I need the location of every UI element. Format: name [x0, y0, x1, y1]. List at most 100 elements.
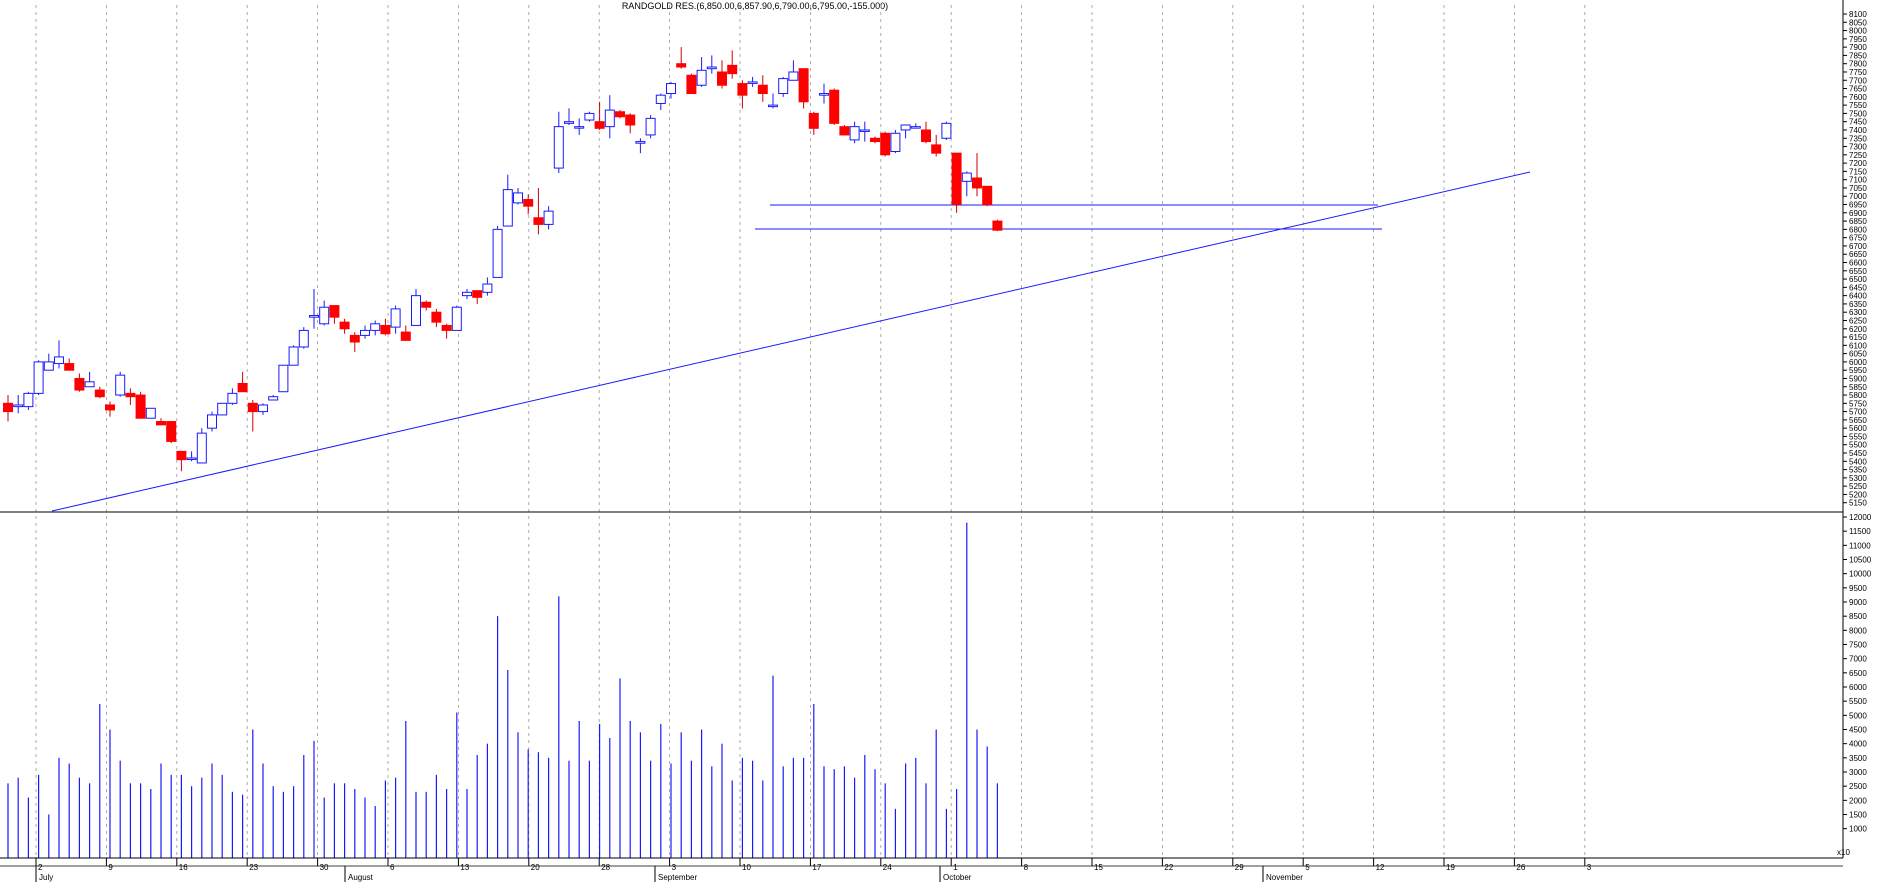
date-axis: 2 9 16 23 30 6 13 20 28 3 10 17 24 1 8 15 22 29 5 12 19 26 3Ju… [35, 858, 1592, 882]
candle-body [788, 71, 799, 81]
price-tick-label: 5200 [1849, 490, 1867, 499]
price-tick-label: 7800 [1849, 60, 1867, 69]
candle-body [156, 421, 166, 426]
candle-body [105, 404, 115, 411]
price-tick-label: 8000 [1849, 27, 1867, 36]
price-tick-label: 5600 [1849, 424, 1867, 433]
candle-body [666, 83, 676, 95]
x-tick-label: 29 [1235, 863, 1244, 872]
candle-body [523, 199, 534, 207]
candle-body [54, 356, 64, 365]
candle-body [686, 74, 697, 95]
price-tick-label: 6100 [1849, 341, 1867, 350]
candle-body [747, 81, 758, 84]
price-tick-label: 6550 [1849, 267, 1867, 276]
price-tick-label: 7850 [1849, 51, 1867, 60]
candle-body [941, 122, 952, 139]
candle-body [258, 404, 268, 413]
candle-body [931, 144, 942, 154]
month-label: September [658, 873, 697, 882]
x-tick-label: 22 [1164, 863, 1173, 872]
candle-body [462, 291, 472, 297]
candle-body [594, 121, 605, 129]
x-tick-label: 26 [1516, 863, 1525, 872]
candle-body [615, 111, 625, 118]
price-tick-label: 6250 [1849, 316, 1867, 325]
volume-tick-label: 3000 [1849, 768, 1867, 777]
candle-body [880, 132, 891, 156]
x-tick-label: 30 [320, 863, 329, 872]
candle-body [186, 457, 197, 460]
candle-body [645, 117, 656, 136]
volume-tick-label: 8000 [1849, 626, 1867, 635]
candle-body [115, 374, 126, 396]
price-tick-label: 7200 [1849, 159, 1867, 168]
price-tick-label: 7950 [1849, 35, 1867, 44]
volume-tick-label: 6500 [1849, 669, 1867, 678]
volume-tick-label: 7000 [1849, 655, 1867, 664]
candle-body [278, 364, 289, 393]
candle-body [421, 301, 432, 308]
candle-body [3, 402, 13, 413]
volume-tick-label: 9500 [1849, 584, 1867, 593]
price-tick-label: 7150 [1849, 167, 1867, 176]
volume-tick-label: 11500 [1849, 527, 1871, 536]
price-tick-label: 6300 [1849, 308, 1867, 317]
candle-body [625, 114, 636, 126]
volume-tick-label: 1500 [1849, 811, 1867, 820]
candle-body [655, 94, 666, 104]
candle-body [360, 329, 370, 336]
x-tick-label: 20 [531, 863, 540, 872]
volume-tick-label: 2500 [1849, 782, 1867, 791]
candle-body [84, 381, 95, 388]
price-tick-label: 7000 [1849, 192, 1867, 201]
candle-body [339, 321, 350, 330]
candle-body [553, 126, 564, 169]
candle-body [309, 315, 319, 318]
x-tick-label: 9 [108, 863, 113, 872]
price-tick-label: 5750 [1849, 399, 1867, 408]
price-tick-label: 7250 [1849, 151, 1867, 160]
candle-body [349, 334, 360, 343]
candle-body [431, 311, 442, 323]
candle-body [247, 402, 258, 413]
candle-body [217, 402, 228, 416]
price-tick-label: 6850 [1849, 217, 1867, 226]
candle-body [482, 283, 493, 293]
price-tick-label: 7550 [1849, 101, 1867, 110]
volume-tick-label: 4500 [1849, 726, 1867, 735]
price-tick-label: 6150 [1849, 333, 1867, 342]
candle-body [870, 137, 880, 143]
price-tick-label: 6900 [1849, 209, 1867, 218]
x-tick-label: 2 [38, 863, 43, 872]
price-tick-label: 7400 [1849, 126, 1867, 135]
candle-body [982, 185, 993, 206]
price-tick-label: 7050 [1849, 184, 1867, 193]
candle-body [176, 450, 187, 461]
volume-tick-label: 7500 [1849, 641, 1867, 650]
price-tick-label: 6800 [1849, 225, 1867, 234]
volume-tick-label: 6000 [1849, 683, 1867, 692]
candle-body [676, 63, 687, 68]
price-tick-label: 6500 [1849, 275, 1867, 284]
candle-body [227, 392, 238, 404]
volume-tick-label: 12000 [1849, 513, 1872, 522]
volume-tick-label: 1000 [1849, 825, 1867, 834]
candle-body [451, 306, 462, 331]
price-tick-label: 6050 [1849, 350, 1867, 359]
candle-body [33, 361, 44, 394]
x-tick-label: 28 [601, 863, 610, 872]
month-label: July [39, 873, 53, 882]
candle-body [951, 152, 962, 206]
candle-body [900, 124, 911, 131]
candle-body [992, 220, 1003, 231]
candle-body [972, 177, 982, 189]
x-tick-label: 10 [742, 863, 751, 872]
candle-body [808, 112, 819, 129]
volume-tick-label: 5000 [1849, 711, 1867, 720]
price-tick-label: 5700 [1849, 408, 1867, 417]
price-tick-label: 7750 [1849, 68, 1867, 77]
price-tick-label: 5350 [1849, 466, 1867, 475]
candle-body [737, 83, 748, 96]
